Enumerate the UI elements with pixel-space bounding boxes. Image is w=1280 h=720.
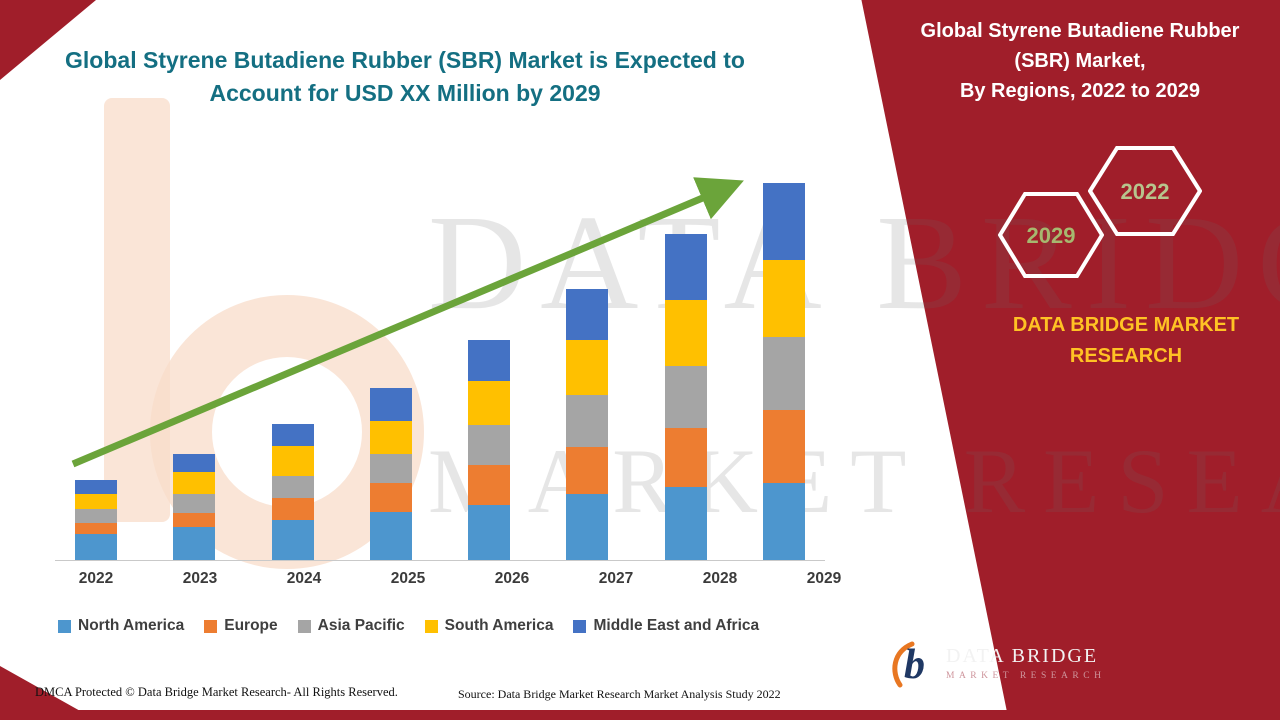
legend-label: Europe (224, 617, 278, 634)
bar-segment-2027 (566, 446, 609, 495)
bar-2022 (75, 479, 117, 560)
brand-name: DATA BRIDGE MARKET RESEARCH (995, 310, 1257, 372)
legend-item: North America (58, 617, 184, 635)
x-label-2026: 2026 (494, 570, 530, 587)
bar-segment-2027 (566, 340, 609, 396)
right-panel-title-line2: By Regions, 2022 to 2029 (959, 80, 1201, 102)
x-label-2023: 2023 (182, 570, 218, 587)
bar-segment-2027 (566, 289, 609, 341)
bar-segment-2025 (369, 388, 412, 421)
bar-segment-2024 (271, 475, 314, 498)
legend-item: Middle East and Africa (573, 617, 759, 635)
x-label-2027: 2027 (598, 570, 634, 587)
bar-segment-2029 (762, 409, 805, 484)
bar-segment-2027 (566, 395, 609, 447)
bar-segment-2023 (173, 472, 216, 495)
right-panel-title-line1: Global Styrene Butadiene Rubber (SBR) Ma… (920, 20, 1240, 72)
bar-segment-2024 (271, 497, 314, 520)
bar-segment-2023 (173, 453, 216, 473)
legend-item: South America (424, 617, 554, 635)
bar-segment-2022 (75, 534, 117, 560)
legend-swatch-icon (297, 619, 311, 633)
legend-label: Asia Pacific (317, 617, 405, 634)
dbmr-logo-block: b DATA BRIDGE MARKET RESEARCH (890, 638, 1105, 688)
bar-2023 (173, 453, 216, 560)
bars-container (55, 172, 825, 560)
bar-segment-2025 (369, 453, 412, 484)
bar-segment-2029 (762, 483, 805, 560)
hexagon-2029: 2029 (998, 192, 1104, 278)
legend-swatch-icon (424, 619, 438, 633)
bar-segment-2028 (664, 428, 707, 487)
hexagon-2029-label: 2029 (1027, 223, 1076, 248)
bar-segment-2025 (369, 420, 412, 454)
bar-segment-2029 (762, 182, 805, 260)
legend-label: Middle East and Africa (593, 617, 760, 634)
bar-segment-2022 (75, 508, 117, 524)
brand-line2: RESEARCH (1069, 345, 1183, 367)
bar-segment-2028 (664, 366, 707, 429)
x-label-2024: 2024 (286, 570, 322, 587)
hexagon-2022: 2022 (1088, 146, 1202, 236)
dbmr-logo-text: DATA BRIDGE MARKET RESEARCH (946, 645, 1105, 681)
legend-label: North America (78, 617, 185, 634)
bottom-accent-strip (0, 710, 1280, 720)
dbmr-logo-icon: b (892, 641, 925, 688)
bar-segment-2026 (468, 380, 511, 425)
legend-swatch-icon (58, 619, 71, 633)
bar-2028 (664, 234, 707, 560)
brand-line1: DATA BRIDGE MARKET (1012, 314, 1240, 336)
legend-swatch-icon (573, 619, 587, 633)
bar-segment-2024 (271, 519, 314, 560)
dbmr-logo-name: DATA BRIDGE (946, 645, 1099, 667)
bar-segment-2023 (173, 494, 216, 513)
bar-segment-2028 (664, 486, 707, 560)
legend-item: Asia Pacific (297, 617, 405, 635)
stacked-bar-chart (55, 172, 825, 561)
bar-segment-2022 (75, 479, 117, 495)
bar-2027 (566, 289, 609, 560)
bar-2024 (271, 424, 314, 560)
right-panel-title: Global Styrene Butadiene Rubber (SBR) Ma… (900, 16, 1260, 106)
bar-2026 (468, 340, 511, 560)
bar-segment-2023 (173, 512, 216, 528)
x-axis-labels: 2022 2023 2024 2025 2026 2027 2028 2029 (55, 570, 865, 588)
source-note: Source: Data Bridge Market Research Mark… (458, 687, 781, 701)
x-label-2022: 2022 (78, 570, 114, 587)
bar-2025 (369, 388, 412, 560)
bar-segment-2022 (75, 523, 117, 535)
bar-segment-2026 (468, 340, 511, 381)
bar-segment-2026 (468, 505, 511, 560)
bar-segment-2029 (762, 336, 805, 410)
bar-segment-2022 (75, 494, 117, 509)
legend-item: Europe (204, 617, 278, 635)
hexagon-2022-label: 2022 (1121, 179, 1170, 204)
bar-2029 (762, 182, 805, 560)
dmca-notice: DMCA Protected © Data Bridge Market Rese… (35, 685, 398, 699)
bar-segment-2028 (664, 234, 707, 301)
bar-segment-2023 (173, 527, 216, 560)
bar-segment-2024 (271, 424, 314, 447)
bar-segment-2025 (369, 512, 412, 560)
dbmr-logo-tagline: MARKET RESEARCH (946, 671, 1106, 681)
bar-segment-2024 (271, 446, 314, 476)
bar-segment-2028 (664, 300, 707, 367)
chart-title: Global Styrene Butadiene Rubber (SBR) Ma… (65, 47, 745, 107)
bar-segment-2025 (369, 483, 412, 513)
x-label-2029: 2029 (806, 570, 842, 587)
svg-text:b: b (904, 642, 925, 688)
bar-segment-2026 (468, 424, 511, 465)
chart-legend: North America Europe Asia Pacific South Ame… (58, 617, 759, 635)
bar-segment-2026 (468, 464, 511, 506)
legend-swatch-icon (204, 619, 218, 633)
legend-label: South America (444, 617, 554, 634)
bar-segment-2027 (566, 494, 609, 560)
x-label-2028: 2028 (702, 570, 738, 587)
bar-segment-2029 (762, 259, 805, 337)
x-label-2025: 2025 (390, 570, 426, 587)
